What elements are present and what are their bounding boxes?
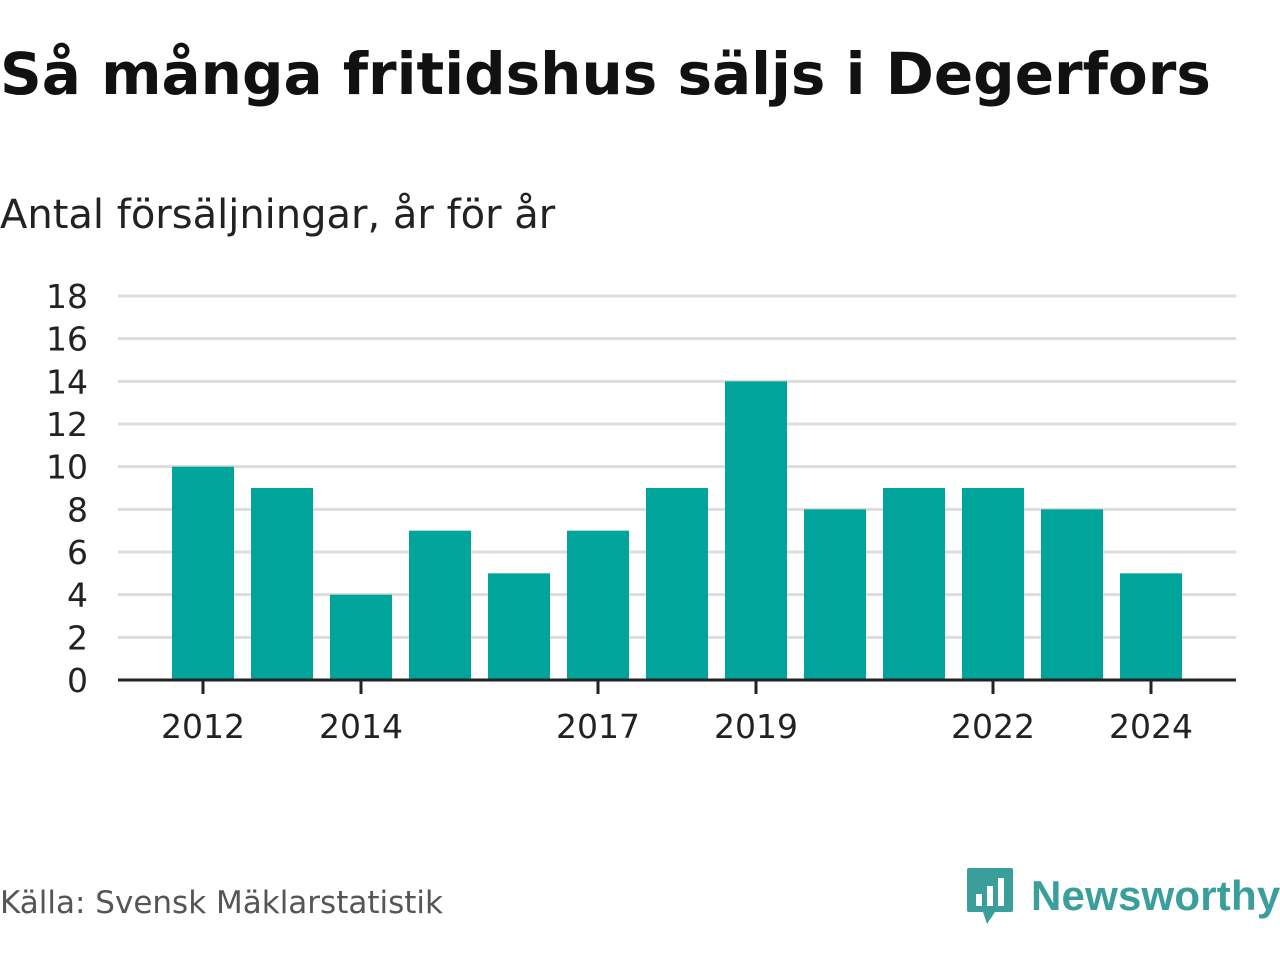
bar-2021 (883, 488, 945, 680)
source-note: Källa: Svensk Mäklarstatistik (0, 885, 443, 921)
y-tick-label: 10 (46, 448, 88, 487)
x-tick-label: 2014 (319, 707, 403, 746)
y-tick-label: 4 (67, 576, 88, 615)
bar-2016 (488, 573, 550, 680)
bar-2015 (409, 530, 471, 680)
brand-logo: Newsworthy (965, 866, 1280, 926)
y-tick-label: 0 (67, 661, 88, 700)
chart-title: Så många fritidshus säljs i Degerfors (0, 40, 1211, 108)
bar-2017 (567, 530, 629, 680)
x-tick-label: 2017 (556, 707, 640, 746)
newsworthy-logo-icon (967, 868, 1013, 924)
brand-name: Newsworthy (1031, 872, 1280, 919)
y-tick-label: 14 (46, 362, 88, 401)
y-tick-label: 2 (67, 618, 88, 657)
bar-2012 (172, 466, 234, 680)
y-tick-label: 18 (46, 277, 88, 316)
x-tick-label: 2019 (714, 707, 798, 746)
bars (172, 381, 1182, 680)
bar-2013 (251, 488, 313, 680)
x-tick-label: 2022 (951, 707, 1035, 746)
bar-2022 (962, 488, 1024, 680)
y-tick-label: 8 (67, 490, 88, 529)
bar-2020 (804, 509, 866, 680)
bar-2019 (725, 381, 787, 680)
bar-2014 (330, 594, 392, 680)
bar-2024 (1120, 573, 1182, 680)
y-tick-label: 6 (67, 533, 88, 572)
chart-subtitle: Antal försäljningar, år för år (0, 192, 556, 238)
y-tick-label: 16 (46, 320, 88, 359)
bar-2023 (1041, 509, 1103, 680)
bar-2018 (646, 488, 708, 680)
x-tick-label: 2024 (1109, 707, 1193, 746)
x-tick-label: 2012 (161, 707, 245, 746)
x-axis: 2012 2014 2017 2019 2022 2024 (118, 678, 1236, 746)
y-tick-label: 12 (46, 405, 88, 444)
